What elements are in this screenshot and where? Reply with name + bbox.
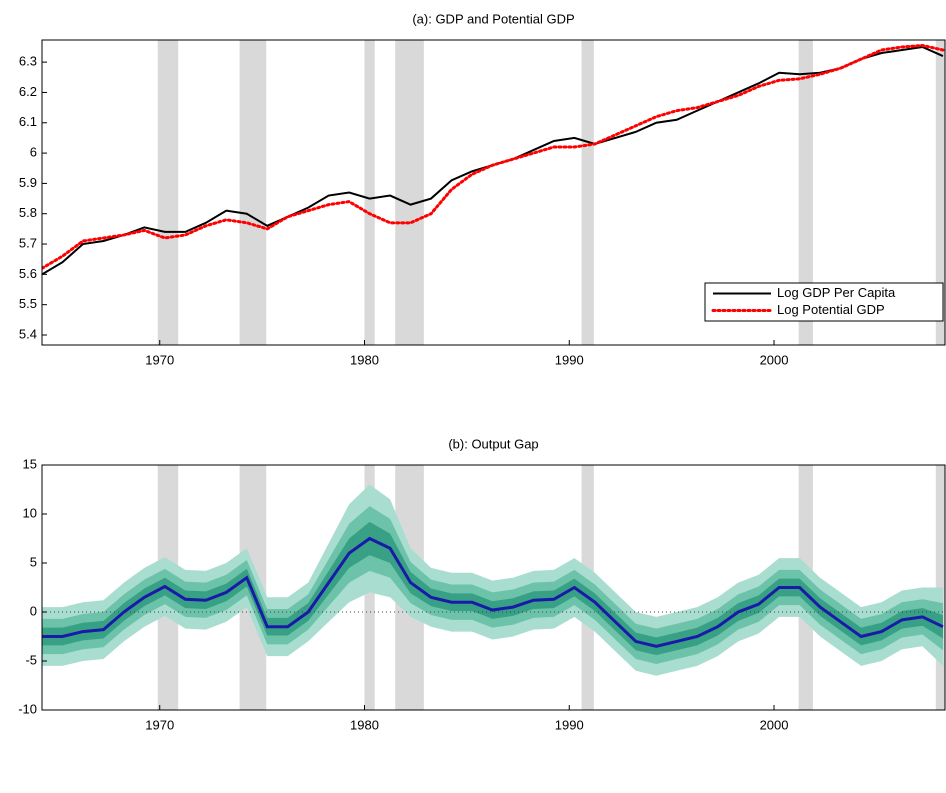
y-tick-label: 5.8 <box>19 205 37 220</box>
y-tick-label: 5.6 <box>19 266 37 281</box>
recession-band <box>157 40 179 345</box>
panel-title: (a): GDP and Potential GDP <box>412 11 574 26</box>
x-tick-label: 1970 <box>145 717 174 732</box>
x-tick-label: 2000 <box>760 717 789 732</box>
y-tick-label: 6.2 <box>19 84 37 99</box>
axes-box <box>41 39 946 346</box>
legend: Log GDP Per Capita Log Potential GDP <box>704 282 944 322</box>
y-tick-label: 6.1 <box>19 114 37 129</box>
plot-area <box>42 465 945 710</box>
median-line <box>42 536 944 648</box>
plot-area <box>42 40 945 345</box>
x-tick-label: 1980 <box>350 352 379 367</box>
x-tick-label: 2000 <box>760 352 789 367</box>
recession-band <box>798 40 813 345</box>
x-tick-label: 1990 <box>555 717 584 732</box>
y-tick-label: 15 <box>23 456 37 471</box>
y-tick-label: -5 <box>25 652 37 667</box>
series-line <box>42 43 945 270</box>
axes-box <box>41 464 946 711</box>
recession-band <box>364 40 375 345</box>
y-tick-label: 0 <box>30 603 37 618</box>
x-tick-label: 1980 <box>350 717 379 732</box>
y-tick-label: 10 <box>23 505 37 520</box>
x-tick-label: 1990 <box>555 352 584 367</box>
fan-band <box>42 521 943 656</box>
x-tick-label: 1970 <box>145 352 174 367</box>
y-tick-label: 5.4 <box>19 326 37 341</box>
recession-band <box>239 40 267 345</box>
y-tick-label: 5.5 <box>19 296 37 311</box>
recession-band <box>395 40 424 345</box>
legend-label: Log GDP Per Capita <box>777 285 896 300</box>
y-tick-label: 5.9 <box>19 175 37 190</box>
y-tick-label: 6.3 <box>19 54 37 69</box>
panel-title: (b): Output Gap <box>448 436 538 451</box>
recession-band <box>935 40 945 345</box>
y-tick-label: 5 <box>30 554 37 569</box>
legend-label: Log Potential GDP <box>777 302 885 317</box>
y-tick-label: 6 <box>30 145 37 160</box>
y-tick-label: 5.7 <box>19 235 37 250</box>
y-tick-label: -10 <box>18 701 37 716</box>
legend-box <box>704 282 944 322</box>
recession-band <box>581 40 594 345</box>
